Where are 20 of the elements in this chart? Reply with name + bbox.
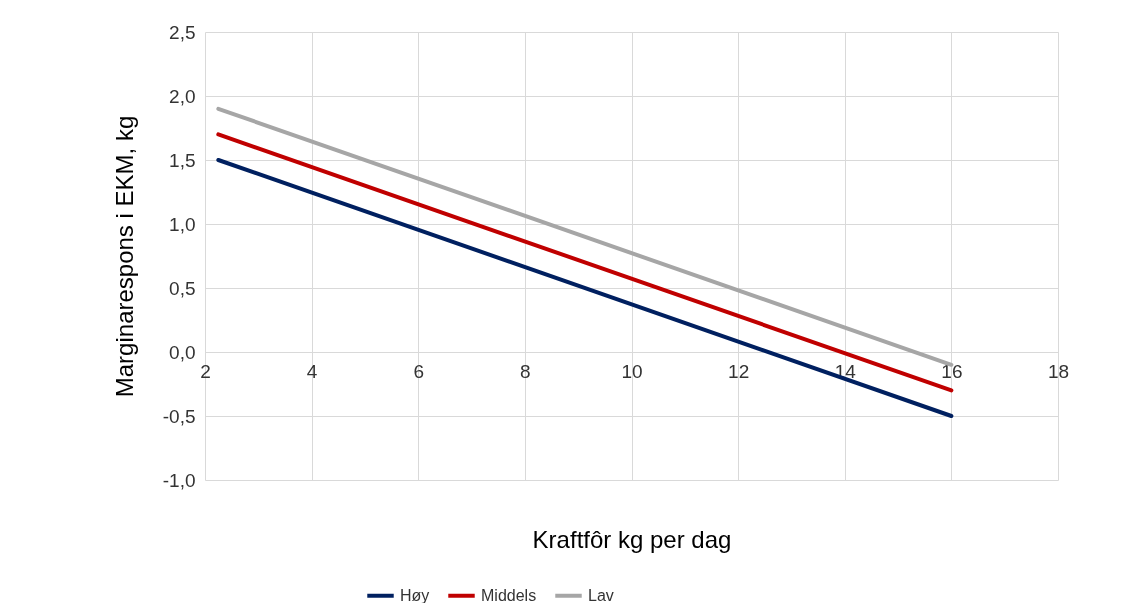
x-tick-label: 8	[520, 360, 531, 382]
x-tick-label: 16	[941, 360, 963, 382]
x-tick-label: 18	[1047, 360, 1070, 382]
y-tick-label: 0,5	[169, 277, 196, 299]
y-axis-title: Marginarespons i EKM, kg	[110, 115, 138, 398]
y-tick-label: -0,5	[162, 405, 196, 427]
y-tick-label: 1,0	[169, 213, 196, 235]
legend-label: Middels	[481, 586, 537, 604]
x-tick-label: 10	[621, 360, 643, 382]
x-axis-title: Kraftfôr kg per dag	[532, 525, 732, 553]
y-tick-label: -1,0	[162, 469, 196, 491]
x-tick-label: 2	[200, 360, 211, 382]
y-tick-label: 0,0	[169, 341, 196, 363]
y-tick-label: 2,5	[169, 21, 196, 43]
y-tick-label: 1,5	[169, 149, 196, 171]
x-tick-label: 6	[413, 360, 425, 382]
x-tick-label: 12	[728, 360, 750, 382]
y-tick-label: 2,0	[169, 85, 196, 107]
x-tick-label: 4	[306, 360, 318, 382]
legend-label: Lav	[588, 586, 614, 604]
